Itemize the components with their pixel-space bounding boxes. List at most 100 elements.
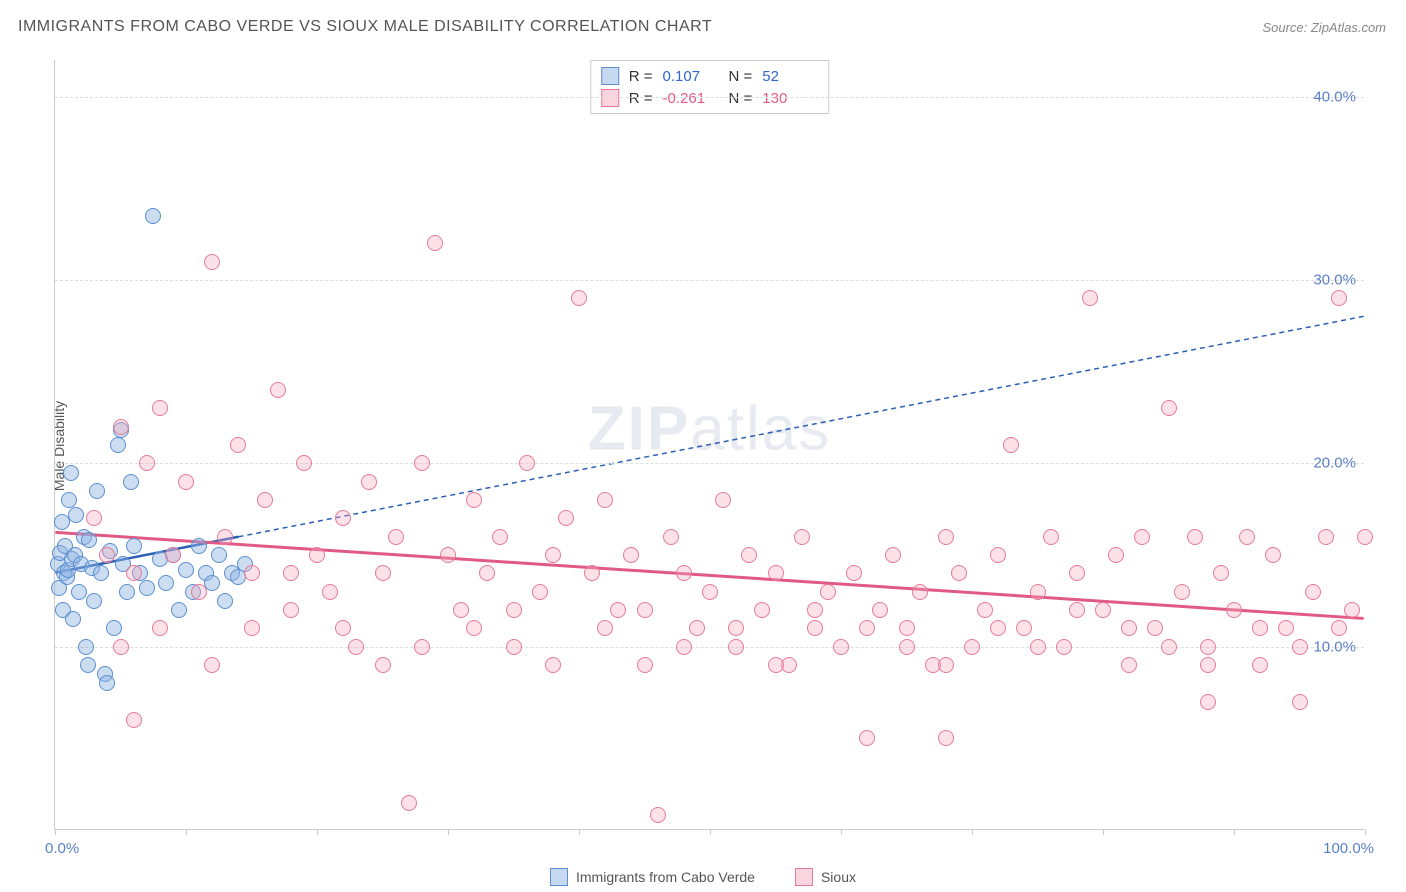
y-tick-label: 30.0%	[1313, 272, 1356, 289]
stats-row-sioux: R = -0.261 N = 130	[601, 87, 819, 109]
data-point-cabo	[178, 562, 194, 578]
data-point-sioux	[283, 602, 299, 618]
data-point-sioux	[244, 565, 260, 581]
data-point-sioux	[938, 657, 954, 673]
data-point-sioux	[964, 639, 980, 655]
data-point-sioux	[545, 657, 561, 673]
n-value-cabo: 52	[762, 68, 818, 85]
data-point-sioux	[912, 584, 928, 600]
data-point-sioux	[191, 584, 207, 600]
data-point-sioux	[1082, 290, 1098, 306]
data-point-sioux	[545, 547, 561, 563]
stats-row-cabo: R = 0.107 N = 52	[601, 65, 819, 87]
chart-title: IMMIGRANTS FROM CABO VERDE VS SIOUX MALE…	[18, 18, 712, 36]
x-axis-max-label: 100.0%	[1323, 840, 1374, 857]
data-point-sioux	[1187, 529, 1203, 545]
data-point-sioux	[309, 547, 325, 563]
data-point-sioux	[1305, 584, 1321, 600]
legend-label: Immigrants from Cabo Verde	[576, 869, 755, 885]
data-point-sioux	[951, 565, 967, 581]
r-value-sioux: -0.261	[663, 90, 719, 107]
y-tick-label: 40.0%	[1313, 88, 1356, 105]
data-point-sioux	[1003, 437, 1019, 453]
data-point-sioux	[768, 565, 784, 581]
data-point-sioux	[99, 547, 115, 563]
stats-legend: R = 0.107 N = 52 R = -0.261 N = 130	[590, 60, 830, 114]
data-point-sioux	[728, 639, 744, 655]
swatch-icon	[601, 89, 619, 107]
data-point-sioux	[741, 547, 757, 563]
data-point-cabo	[99, 675, 115, 691]
data-point-sioux	[1239, 529, 1255, 545]
y-tick-label: 10.0%	[1313, 638, 1356, 655]
x-tick	[1103, 829, 1104, 835]
plot-area: ZIPatlas R = 0.107 N = 52 R = -0.261 N =…	[54, 60, 1364, 830]
data-point-sioux	[126, 565, 142, 581]
data-point-cabo	[68, 507, 84, 523]
data-point-sioux	[846, 565, 862, 581]
data-point-cabo	[65, 611, 81, 627]
data-point-cabo	[61, 492, 77, 508]
data-point-sioux	[165, 547, 181, 563]
data-point-sioux	[519, 455, 535, 471]
x-tick	[1365, 829, 1366, 835]
data-point-sioux	[1252, 620, 1268, 636]
data-point-sioux	[833, 639, 849, 655]
data-point-sioux	[401, 795, 417, 811]
data-point-sioux	[139, 455, 155, 471]
x-tick	[710, 829, 711, 835]
data-point-sioux	[204, 657, 220, 673]
bottom-legend: Immigrants from Cabo Verde Sioux	[550, 868, 856, 886]
x-tick	[1234, 829, 1235, 835]
data-point-sioux	[584, 565, 600, 581]
data-point-sioux	[506, 602, 522, 618]
data-point-sioux	[859, 730, 875, 746]
data-point-cabo	[123, 474, 139, 490]
data-point-sioux	[1108, 547, 1124, 563]
data-point-sioux	[1134, 529, 1150, 545]
data-point-sioux	[571, 290, 587, 306]
data-point-sioux	[257, 492, 273, 508]
data-point-sioux	[899, 639, 915, 655]
gridline	[55, 97, 1364, 98]
data-point-sioux	[506, 639, 522, 655]
data-point-cabo	[106, 620, 122, 636]
data-point-sioux	[152, 620, 168, 636]
gridline	[55, 280, 1364, 281]
data-point-sioux	[217, 529, 233, 545]
data-point-cabo	[80, 657, 96, 673]
legend-label: Sioux	[821, 869, 856, 885]
data-point-sioux	[728, 620, 744, 636]
data-point-sioux	[1252, 657, 1268, 673]
data-point-sioux	[1357, 529, 1373, 545]
watermark: ZIPatlas	[588, 394, 831, 465]
data-point-cabo	[217, 593, 233, 609]
data-point-sioux	[1161, 400, 1177, 416]
data-point-cabo	[119, 584, 135, 600]
data-point-sioux	[820, 584, 836, 600]
data-point-sioux	[375, 657, 391, 673]
x-tick	[186, 829, 187, 835]
data-point-sioux	[440, 547, 456, 563]
swatch-icon	[795, 868, 813, 886]
data-point-sioux	[113, 419, 129, 435]
data-point-sioux	[453, 602, 469, 618]
data-point-sioux	[1344, 602, 1360, 618]
data-point-sioux	[1016, 620, 1032, 636]
data-point-sioux	[676, 639, 692, 655]
data-point-cabo	[93, 565, 109, 581]
data-point-sioux	[427, 235, 443, 251]
data-point-sioux	[1147, 620, 1163, 636]
data-point-sioux	[859, 620, 875, 636]
y-tick-label: 20.0%	[1313, 455, 1356, 472]
data-point-sioux	[532, 584, 548, 600]
r-value-cabo: 0.107	[663, 68, 719, 85]
data-point-sioux	[637, 602, 653, 618]
data-point-sioux	[204, 254, 220, 270]
data-point-cabo	[145, 208, 161, 224]
data-point-cabo	[139, 580, 155, 596]
data-point-sioux	[348, 639, 364, 655]
data-point-cabo	[81, 532, 97, 548]
data-point-sioux	[1292, 694, 1308, 710]
data-point-cabo	[158, 575, 174, 591]
